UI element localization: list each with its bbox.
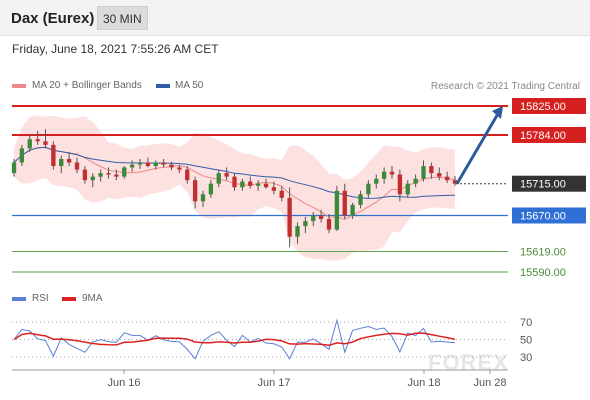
candle-15 <box>129 164 135 168</box>
timeframe-button[interactable]: 30 MIN <box>97 6 148 30</box>
candle-27 <box>224 173 229 177</box>
candle-56 <box>452 180 458 184</box>
target-arrow <box>455 111 501 185</box>
level-label-1: 15784.00 <box>520 130 566 142</box>
candle-24 <box>200 194 206 202</box>
candle-51 <box>413 178 418 184</box>
x-tick-label-2: Jun 18 <box>407 377 440 389</box>
candle-46 <box>374 178 379 184</box>
candle-19 <box>161 162 166 165</box>
rsi-legend-label: RSI <box>32 293 49 304</box>
chart-timestamp: Friday, June 18, 2021 7:55:26 AM CET <box>12 42 219 56</box>
candle-12 <box>106 173 111 175</box>
level-label-2: 15715.00 <box>520 179 566 191</box>
candle-47 <box>381 171 387 179</box>
ma50-legend-swatch <box>156 84 170 88</box>
candle-7 <box>66 158 72 163</box>
level-label-4: 15619.00 <box>520 247 566 259</box>
ma50-legend-label: MA 50 <box>175 80 204 91</box>
research-credit: Research © 2021 Trading Central <box>430 81 580 92</box>
candle-6 <box>59 158 64 167</box>
x-tick-label-1: Jun 17 <box>257 377 290 389</box>
watermark-logo: FOREX <box>428 350 509 375</box>
rsi-line <box>13 318 456 360</box>
candle-25 <box>208 183 214 195</box>
candle-11 <box>98 173 103 177</box>
candle-49 <box>397 174 403 195</box>
candle-44 <box>358 194 363 205</box>
candle-17 <box>145 162 151 167</box>
candle-40 <box>326 219 332 230</box>
candle-38 <box>311 215 316 222</box>
ma9-legend-swatch <box>62 297 76 301</box>
level-label-0: 15825.00 <box>520 101 566 113</box>
level-label-box-2 <box>512 175 586 192</box>
candle-14 <box>122 167 127 177</box>
candle-13 <box>114 174 119 177</box>
candle-31 <box>255 183 261 186</box>
level-label-box-3 <box>512 207 586 224</box>
candle-39 <box>318 215 324 220</box>
candle-23 <box>192 180 198 202</box>
candle-55 <box>444 176 450 181</box>
x-tick-label-0: Jun 16 <box>107 377 140 389</box>
candle-0 <box>11 162 17 174</box>
rsi-tick-30: 30 <box>520 352 532 364</box>
candle-16 <box>137 162 143 165</box>
chart-header: Dax (Eurex) 30 MIN <box>0 0 590 36</box>
candle-34 <box>279 190 284 198</box>
candle-52 <box>421 166 426 179</box>
rsi-9ma-line <box>13 332 456 347</box>
candle-20 <box>169 164 174 168</box>
level-label-box-0 <box>512 98 586 114</box>
ma20-legend-label: MA 20 + Bollinger Bands <box>32 80 142 91</box>
candle-10 <box>90 176 95 181</box>
rsi-legend-swatch <box>12 297 26 301</box>
rsi-tick-50: 50 <box>520 335 532 347</box>
candle-22 <box>185 169 190 181</box>
candle-4 <box>43 141 48 145</box>
candle-21 <box>177 167 182 170</box>
candle-45 <box>366 183 371 195</box>
candle-26 <box>216 173 221 184</box>
candle-33 <box>271 187 277 191</box>
ma20-legend-swatch <box>12 84 26 88</box>
candle-3 <box>35 139 40 142</box>
ma9-legend-label: 9MA <box>82 293 103 304</box>
candle-50 <box>405 183 410 195</box>
x-tick-label-3: Jun 28 <box>473 377 506 389</box>
candle-29 <box>240 181 245 188</box>
candle-53 <box>429 166 434 174</box>
candle-37 <box>303 221 308 227</box>
candle-42 <box>342 190 347 216</box>
instrument-title: Dax (Eurex) <box>11 10 95 27</box>
level-label-3: 15670.00 <box>520 210 566 222</box>
candle-5 <box>51 144 56 167</box>
candle-8 <box>74 162 80 170</box>
candle-35 <box>287 197 292 237</box>
candle-32 <box>263 183 269 188</box>
candle-2 <box>27 139 32 149</box>
level-label-5: 15590.00 <box>520 267 566 279</box>
rsi-tick-70: 70 <box>520 317 532 329</box>
candle-48 <box>389 171 395 175</box>
candle-43 <box>350 204 355 216</box>
candle-54 <box>437 173 442 177</box>
candle-9 <box>82 169 88 181</box>
candle-18 <box>153 162 158 167</box>
candle-41 <box>334 190 340 230</box>
candle-36 <box>295 226 300 237</box>
level-label-box-1 <box>512 126 586 143</box>
candle-30 <box>248 181 253 186</box>
candle-28 <box>232 176 237 188</box>
candle-1 <box>19 148 25 163</box>
target-arrowhead <box>492 106 503 119</box>
